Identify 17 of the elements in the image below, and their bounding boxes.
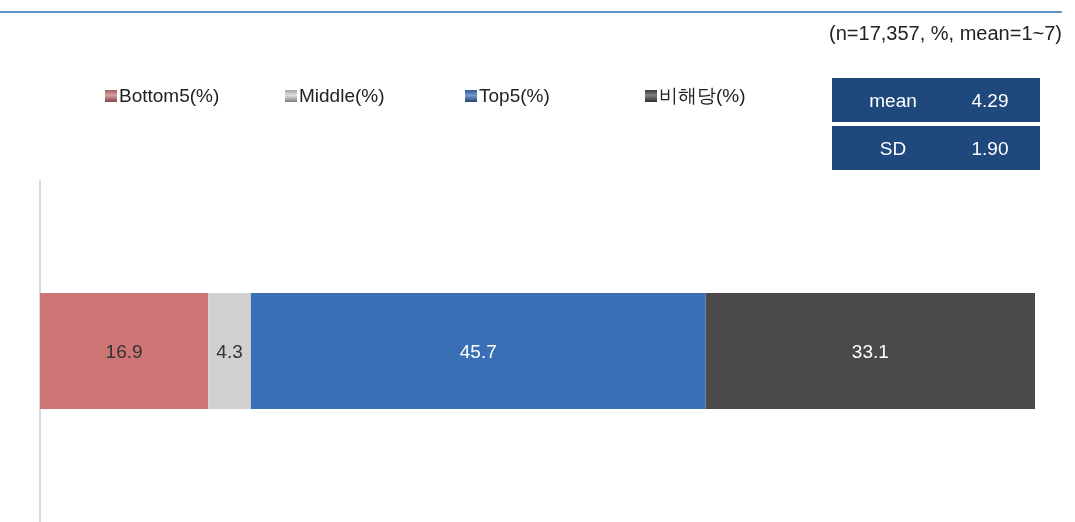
text: (n=17,357, %, mean=1~7) (829, 22, 1062, 44)
text: SD (879, 138, 907, 159)
data-label: 45.7 (459, 341, 497, 362)
text: 4.29 (971, 90, 1009, 111)
text: mean (869, 90, 917, 111)
bar (40, 293, 209, 409)
legend-label: Bottom5(%) (119, 85, 220, 106)
bar (208, 293, 251, 409)
data-label: 33.1 (851, 341, 889, 362)
legend-label: Top5(%) (479, 85, 550, 106)
text: 1.90 (971, 138, 1009, 159)
legend-label: 비해당(%) (659, 85, 746, 106)
legend-label: Middle(%) (299, 85, 385, 106)
data-label: 4.3 (216, 341, 243, 362)
data-label: 16.9 (105, 341, 143, 362)
bar (250, 293, 706, 409)
bar (705, 293, 1035, 409)
